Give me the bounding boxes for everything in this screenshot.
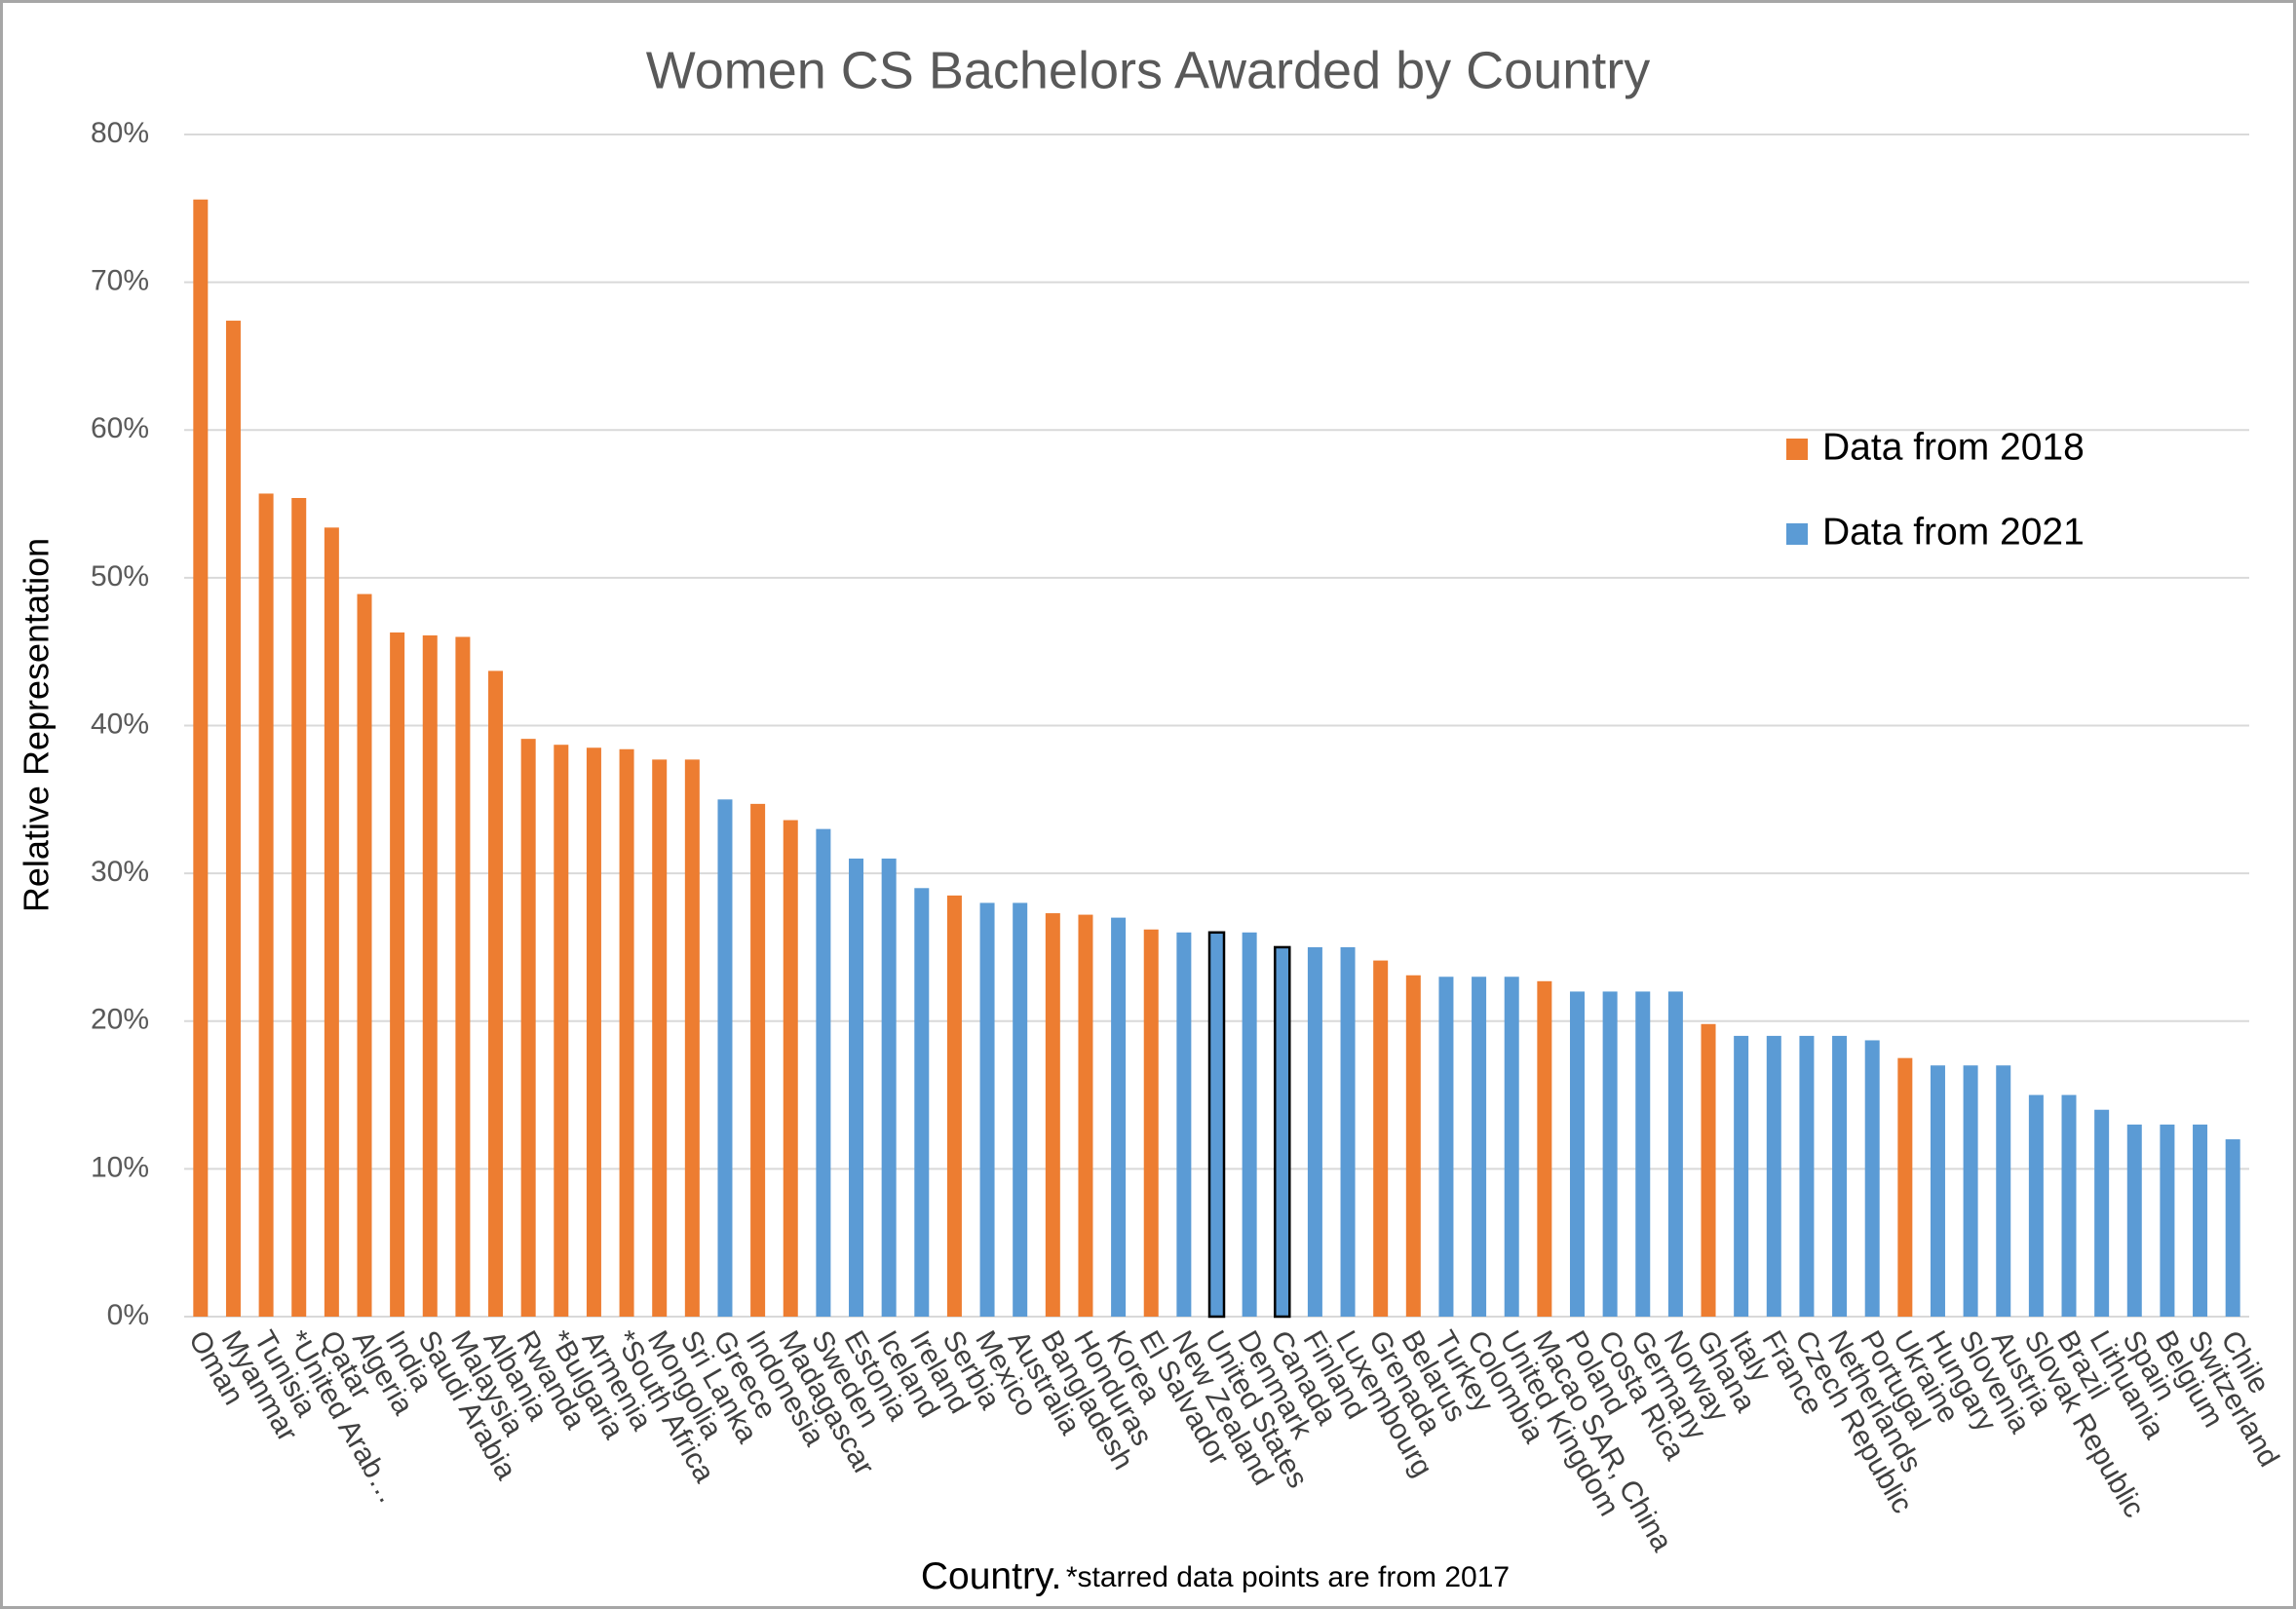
y-tick-label: 80%	[91, 117, 149, 149]
bar	[586, 747, 601, 1317]
y-tick-label: 0%	[107, 1299, 149, 1331]
legend-label: Data from 2021	[1822, 511, 2085, 553]
bar	[324, 527, 339, 1317]
bar	[2193, 1124, 2208, 1317]
bar	[2094, 1109, 2110, 1317]
bar	[783, 820, 798, 1317]
bar	[2225, 1139, 2240, 1317]
bar	[1864, 1040, 1880, 1317]
bar	[1373, 960, 1389, 1317]
bar	[881, 858, 897, 1317]
bar	[1438, 977, 1454, 1317]
bar	[455, 636, 471, 1317]
bar	[619, 748, 634, 1317]
bar	[1930, 1065, 1945, 1317]
bar	[1602, 991, 1618, 1317]
bar	[1274, 945, 1291, 1319]
bar	[1340, 946, 1356, 1317]
x-axis-label: Country. *starred data points are from 2…	[921, 1555, 1510, 1597]
bar	[1667, 991, 1683, 1317]
y-axis-label: Relative Representation	[17, 538, 57, 912]
y-tick-label: 20%	[91, 1004, 149, 1036]
y-tick-label: 50%	[91, 560, 149, 593]
legend-swatch	[1786, 439, 1808, 460]
bar	[357, 594, 372, 1317]
y-tick-label: 10%	[91, 1151, 149, 1183]
bar	[849, 858, 864, 1317]
bar	[1569, 991, 1585, 1317]
bar	[979, 902, 995, 1317]
y-tick-label: 60%	[91, 412, 149, 444]
bar	[390, 632, 405, 1317]
bar	[1207, 931, 1226, 1319]
bar	[1832, 1035, 1848, 1317]
bar	[422, 635, 438, 1317]
y-tick-label: 30%	[91, 856, 149, 888]
bar	[1472, 977, 1487, 1317]
bar	[1242, 932, 1257, 1317]
y-tick-label: 40%	[91, 708, 149, 740]
bar	[1766, 1035, 1781, 1317]
legend-label: Data from 2018	[1822, 426, 2085, 468]
bar	[554, 745, 569, 1317]
bar	[717, 799, 733, 1317]
bar	[1143, 929, 1159, 1317]
bar	[488, 670, 504, 1317]
bar	[193, 199, 209, 1318]
bar	[946, 895, 962, 1317]
chart-title: Women CS Bachelors Awarded by Country	[646, 41, 1651, 99]
x-axis-label-note: *starred data points are from 2017	[1066, 1561, 1510, 1593]
x-axis-label-main: Country.	[921, 1555, 1062, 1597]
bar	[2061, 1094, 2077, 1317]
bar	[1078, 914, 1093, 1317]
bar	[1799, 1035, 1815, 1317]
bar	[652, 759, 668, 1317]
y-tick-label: 70%	[91, 265, 149, 297]
bar	[520, 739, 536, 1317]
bar	[1635, 991, 1651, 1317]
bar	[1405, 975, 1421, 1317]
bar	[816, 828, 831, 1317]
bar	[684, 759, 700, 1317]
bar	[2126, 1124, 2142, 1317]
legend-swatch	[1786, 523, 1808, 545]
bar	[1111, 917, 1127, 1317]
bar	[225, 321, 241, 1317]
bar	[291, 497, 307, 1317]
bar	[1176, 932, 1192, 1317]
bar	[2160, 1124, 2175, 1317]
bar	[1701, 1023, 1716, 1317]
bar	[258, 493, 274, 1318]
bar	[914, 888, 930, 1317]
bar	[1897, 1057, 1913, 1317]
bar	[1963, 1065, 1978, 1317]
bar	[1307, 946, 1322, 1317]
bar	[750, 803, 766, 1317]
bar	[1013, 902, 1028, 1317]
bar	[2028, 1094, 2044, 1317]
bar	[1045, 913, 1060, 1317]
bar	[1504, 977, 1519, 1317]
bar	[1537, 980, 1552, 1317]
bar	[1996, 1065, 2011, 1317]
bar	[1734, 1035, 1749, 1317]
